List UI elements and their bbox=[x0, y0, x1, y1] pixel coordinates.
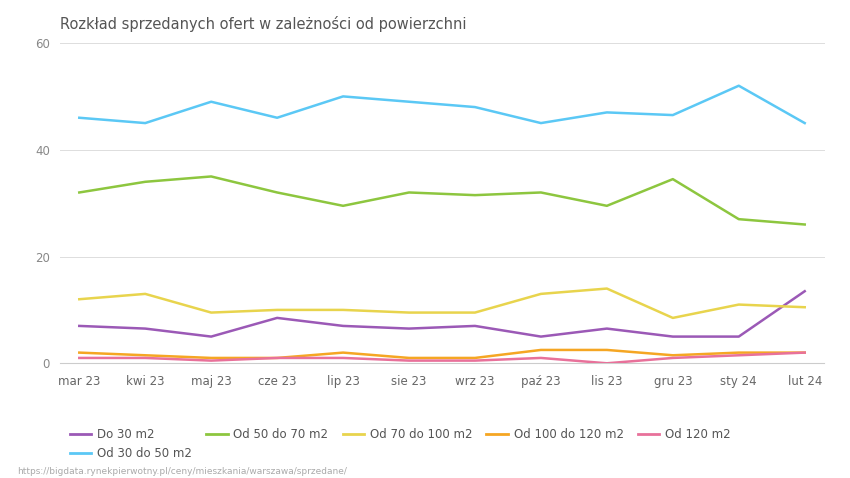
Legend: Do 30 m2, Od 30 do 50 m2, Od 50 do 70 m2, Od 70 do 100 m2, Od 100 do 120 m2, Od : Do 30 m2, Od 30 do 50 m2, Od 50 do 70 m2… bbox=[65, 424, 735, 465]
Text: Rozkład sprzedanych ofert w zależności od powierzchni: Rozkład sprzedanych ofert w zależności o… bbox=[60, 16, 466, 32]
Text: https://bigdata.rynekpierwotny.pl/ceny/mieszkania/warszawa/sprzedane/: https://bigdata.rynekpierwotny.pl/ceny/m… bbox=[17, 467, 347, 476]
